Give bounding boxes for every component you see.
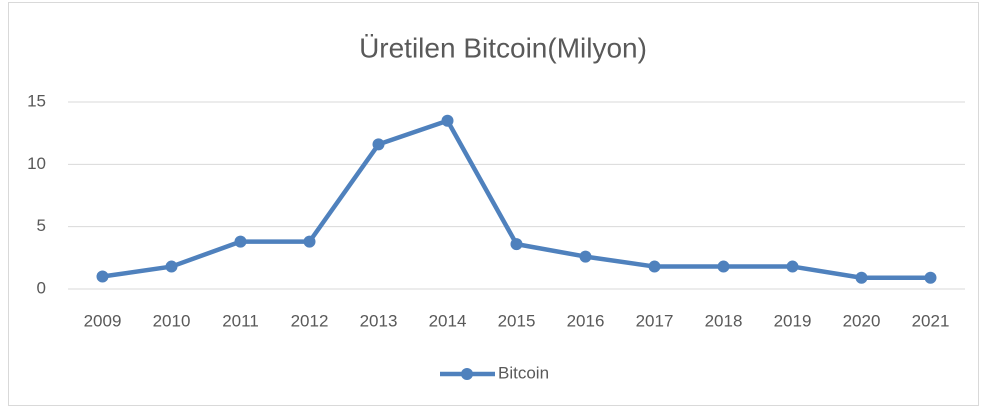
point	[510, 238, 523, 251]
x-tick-label: 2014	[429, 311, 467, 330]
x-tick-label: 2012	[291, 311, 329, 330]
x-tick-label: 2011	[222, 311, 259, 330]
legend-marker	[461, 368, 473, 380]
x-tick-label: 2021	[912, 311, 950, 330]
y-tick-label: 0	[37, 278, 46, 297]
x-tick-label: 2009	[84, 311, 122, 330]
y-tick-label: 10	[27, 154, 46, 173]
point	[234, 235, 247, 248]
point	[717, 260, 730, 273]
point	[96, 270, 109, 283]
x-tick-label: 2016	[567, 311, 605, 330]
point	[648, 260, 661, 273]
x-tick-label: 2010	[153, 311, 191, 330]
point	[579, 250, 592, 263]
point	[786, 260, 799, 273]
x-tick-label: 2017	[636, 311, 674, 330]
point	[372, 138, 385, 151]
point	[441, 114, 454, 127]
chart-title: Üretilen Bitcoin(Milyon)	[359, 32, 647, 63]
x-tick-label: 2020	[843, 311, 881, 330]
x-tick-label: 2018	[705, 311, 743, 330]
y-tick-label: 5	[37, 216, 46, 235]
x-tick-label: 2015	[498, 311, 536, 330]
point	[855, 271, 868, 284]
point	[924, 271, 937, 284]
x-tick-label: 2019	[774, 311, 812, 330]
x-tick-label: 2013	[360, 311, 398, 330]
point	[303, 235, 316, 248]
y-tick-label: 15	[27, 91, 46, 110]
legend-label: Bitcoin	[498, 363, 549, 382]
point	[165, 260, 178, 273]
